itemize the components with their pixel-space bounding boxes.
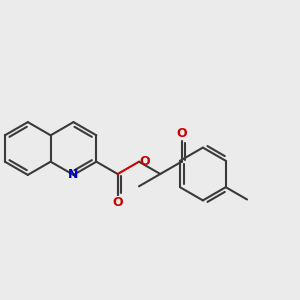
Text: O: O [140, 154, 151, 168]
Text: O: O [176, 127, 187, 140]
Text: N: N [68, 168, 79, 182]
Text: O: O [112, 196, 123, 208]
